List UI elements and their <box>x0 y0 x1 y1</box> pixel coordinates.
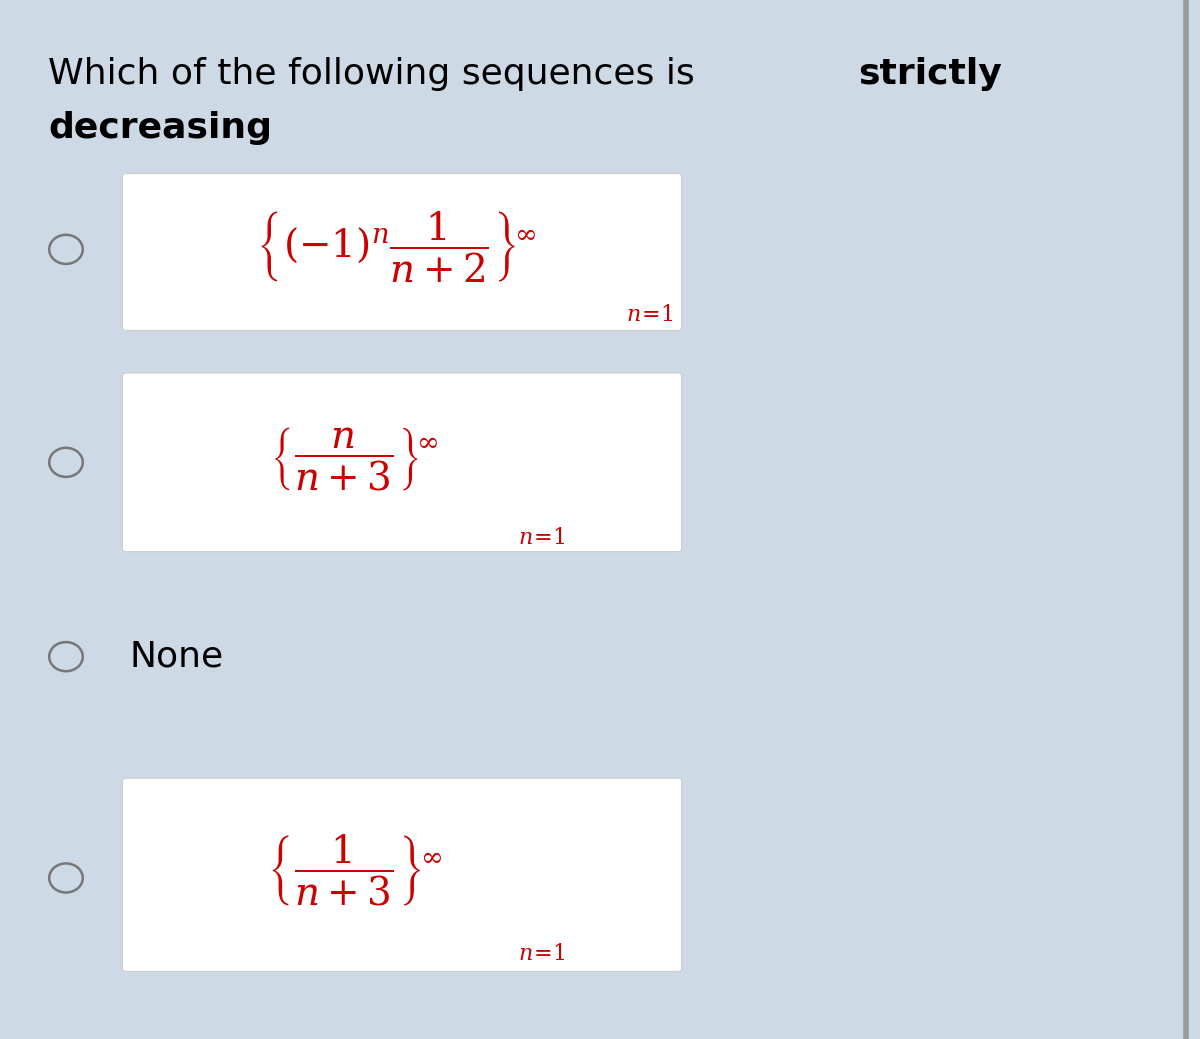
FancyBboxPatch shape <box>122 373 682 552</box>
Text: $\left\{\dfrac{n}{n+3}\right\}^{\!\infty}$: $\left\{\dfrac{n}{n+3}\right\}^{\!\infty… <box>270 426 438 492</box>
Text: $\left\{\dfrac{1}{n+3}\right\}^{\!\infty}$: $\left\{\dfrac{1}{n+3}\right\}^{\!\infty… <box>266 833 442 908</box>
Text: $n\!=\!1$: $n\!=\!1$ <box>518 527 565 548</box>
Text: decreasing: decreasing <box>48 111 272 145</box>
Text: strictly: strictly <box>858 57 1002 91</box>
FancyBboxPatch shape <box>122 174 682 330</box>
Text: $n\!=\!1$: $n\!=\!1$ <box>518 943 565 964</box>
Text: $\left\{(-1)^n\dfrac{1}{n+2}\right\}^{\!\infty}$: $\left\{(-1)^n\dfrac{1}{n+2}\right\}^{\!… <box>256 210 536 285</box>
Text: $n\!=\!1$: $n\!=\!1$ <box>626 304 673 325</box>
Text: Which of the following sequences is: Which of the following sequences is <box>48 57 707 91</box>
Text: None: None <box>130 640 223 673</box>
FancyBboxPatch shape <box>122 778 682 971</box>
